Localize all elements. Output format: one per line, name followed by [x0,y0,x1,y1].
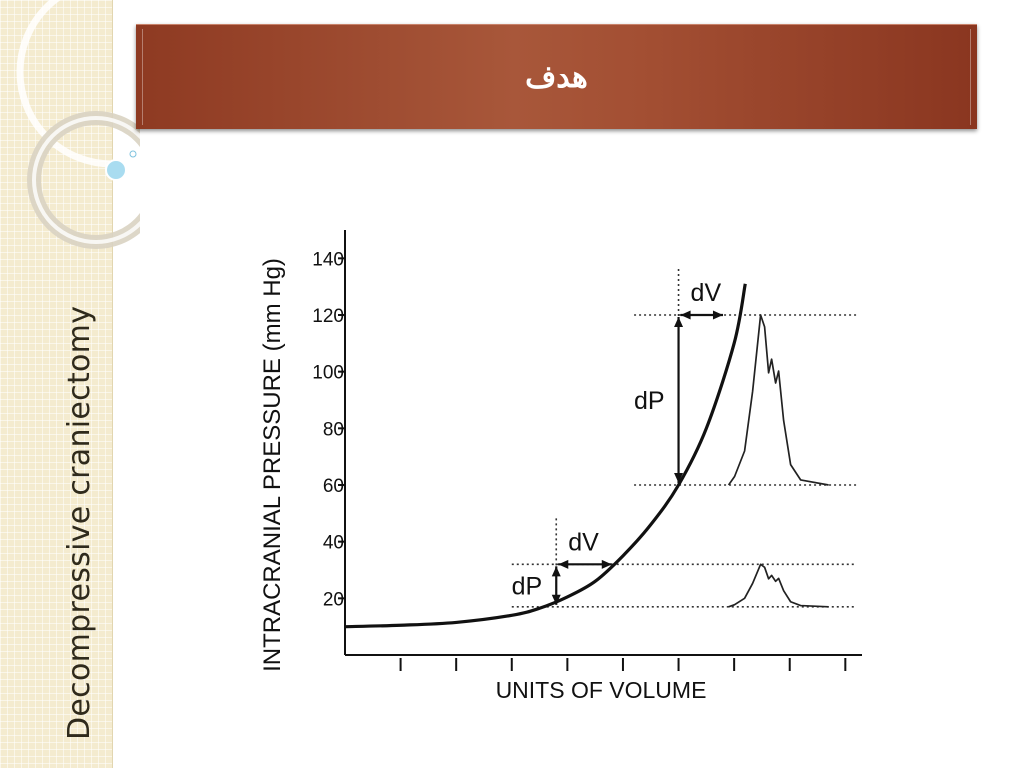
pressure-volume-chart: 20 40 60 80 100 120 140 dV dP dV dP INTRACRANIAL … [259,230,862,703]
y-tick-label: 100 [312,363,344,384]
dp-arrow-head [674,472,684,483]
y-tick-label: 120 [312,306,344,327]
deco-ring-small-highlight [32,116,140,244]
dv-label: dV [691,279,722,307]
waveform-small-pulse [728,563,829,608]
waveforms [727,314,829,608]
dv-arrow-head [712,310,724,320]
dp-arrow-head [551,566,561,577]
y-tick-label: 140 [312,249,344,270]
x-axis-label: UNITS OF VOLUME [496,677,707,703]
chart-axes: 20 40 60 80 100 120 140 [312,230,862,671]
deco-bullet-icon [105,159,127,181]
dp-label: dP [634,387,665,415]
dv-label: dV [568,528,599,556]
y-axis-label: INTRACRANIAL PRESSURE (mm Hg) [259,258,286,672]
decorative-circles [16,0,140,249]
dv-arrow-head [601,559,612,569]
y-tick-label: 80 [323,419,344,440]
dp-arrow-head [551,594,561,605]
side-title: Decompressive craniectomy [62,305,97,740]
y-tick-label: 60 [323,476,344,497]
pressure-volume-curve [344,283,747,629]
curve-layer [344,283,747,629]
title-banner: هدف [136,24,977,129]
annotations: dV dP dV dP [512,269,724,605]
page-title: هدف [525,59,588,95]
reference-lines [511,314,857,608]
y-tick-label: 40 [323,533,344,554]
dp-label: dP [512,573,543,601]
y-tick-label: 20 [323,589,344,610]
dv-arrow-head [558,559,569,569]
deco-ring-large [16,0,140,168]
deco-dot-icon [129,150,137,158]
waveform-large-pulse [727,314,829,486]
dv-arrow-head [680,310,691,320]
dp-arrow-head [674,317,684,328]
